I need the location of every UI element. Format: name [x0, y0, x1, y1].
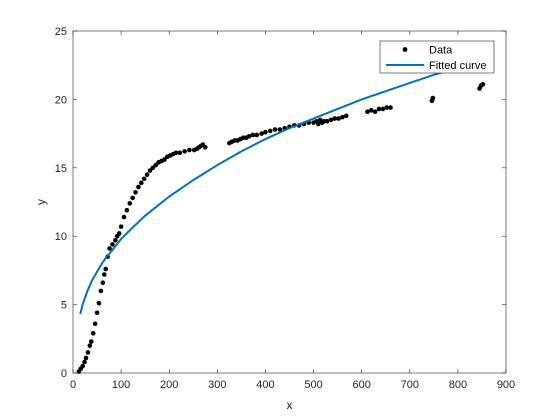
data-point [316, 121, 321, 127]
data-point [85, 350, 91, 355]
data-point [110, 242, 115, 247]
legend-fit-label: Fitted curve [429, 60, 486, 72]
y-tick-label: 10 [55, 231, 67, 243]
data-point [82, 359, 87, 365]
data-point [96, 300, 102, 306]
data-point [340, 114, 345, 120]
data-point [365, 109, 370, 115]
x-tick-label: 900 [497, 379, 515, 391]
data-point [343, 113, 349, 119]
data-point [259, 131, 264, 136]
data-point [263, 129, 268, 135]
x-tick-label: 100 [112, 379, 130, 391]
data-point [203, 144, 208, 150]
data-point [92, 321, 98, 327]
data-point [182, 149, 187, 154]
fitted-curve-line [79, 69, 449, 315]
x-tick-label: 400 [256, 379, 274, 391]
data-point [336, 116, 341, 121]
data-point [187, 147, 192, 153]
x-tick-label: 600 [352, 379, 370, 391]
data-point [388, 105, 393, 110]
data-point [372, 109, 378, 115]
data-point [368, 108, 374, 113]
data-point [150, 165, 156, 171]
data-point [101, 272, 107, 277]
data-point [277, 127, 283, 132]
data-point [107, 246, 112, 251]
data-point [272, 127, 278, 132]
data-point [118, 224, 124, 229]
data-point [267, 128, 273, 134]
x-tick-label: 700 [401, 379, 419, 391]
legend: Data Fitted curve [379, 40, 495, 74]
data-point [80, 363, 85, 369]
data-point [139, 180, 144, 186]
data-point [136, 184, 141, 190]
x-tick-label: 0 [70, 379, 76, 391]
y-tick-label: 20 [55, 94, 67, 106]
data-point [147, 168, 153, 173]
data-point [144, 172, 150, 177]
data-point [133, 190, 138, 195]
x-axis-label: x [287, 398, 293, 412]
data-point [250, 132, 256, 138]
data-point [430, 95, 436, 101]
y-axis-label: y [34, 199, 48, 205]
y-tick-label: 5 [61, 300, 67, 312]
data-point [88, 339, 94, 344]
legend-data-label: Data [429, 45, 453, 57]
data-point [141, 176, 147, 182]
data-point [246, 134, 252, 139]
x-tick-label: 200 [160, 379, 178, 391]
data-layer [76, 69, 486, 374]
data-point [254, 132, 260, 138]
data-point [177, 150, 183, 156]
data-point [380, 106, 386, 112]
data-point [480, 82, 486, 87]
x-tick-label: 300 [208, 379, 226, 391]
data-point [153, 162, 159, 168]
data-point [376, 106, 382, 112]
data-point [173, 150, 179, 156]
y-tick-label: 15 [55, 163, 67, 175]
data-point [116, 231, 122, 236]
x-tick-label: 800 [449, 379, 467, 391]
data-point [332, 116, 338, 121]
data-point [103, 266, 109, 272]
data-point [87, 343, 93, 348]
data-point [130, 195, 135, 201]
data-point [162, 157, 167, 162]
data-point [124, 207, 130, 213]
y-tick-label: 0 [61, 368, 67, 380]
data-point [98, 288, 104, 294]
data-point [328, 117, 334, 123]
data-point [90, 331, 96, 336]
x-tick-label: 500 [304, 379, 322, 391]
ticks-layer: 0 100 200 300 400 500 600 700 800 900 0 5 10 15 20 25 [55, 26, 515, 391]
legend-data-marker [402, 47, 408, 52]
data-point [83, 355, 89, 361]
y-tick-label: 25 [55, 26, 67, 38]
axes-box [72, 30, 507, 374]
data-point [121, 214, 127, 220]
data-point [94, 310, 100, 316]
data-point [324, 118, 330, 124]
data-point [384, 105, 389, 110]
data-point [100, 280, 106, 286]
data-point [127, 201, 133, 206]
legend-box [379, 40, 495, 74]
plot-area [73, 31, 506, 373]
data-point [113, 238, 118, 243]
